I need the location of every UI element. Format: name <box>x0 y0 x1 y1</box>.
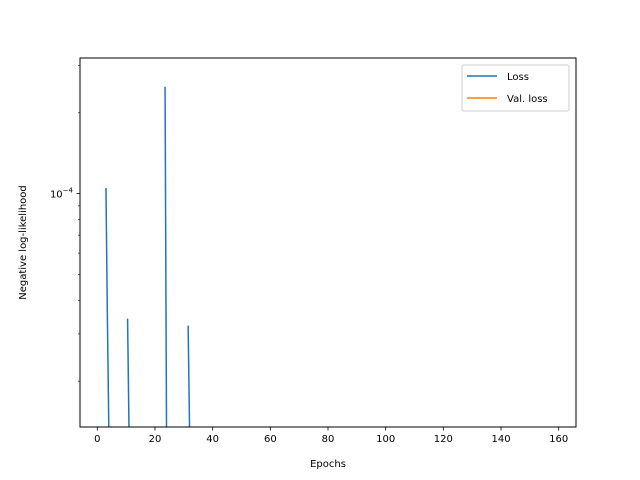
y-tick-label: 10−4 <box>50 187 74 201</box>
x-axis-label: Epochs <box>310 459 346 470</box>
x-tick-label: 140 <box>491 434 510 445</box>
legend-label-loss: Loss <box>507 72 529 83</box>
x-tick-label: 120 <box>434 434 453 445</box>
series-layer <box>105 86 191 427</box>
x-tick-label: 100 <box>376 434 395 445</box>
legend: Loss Val. loss <box>461 64 570 112</box>
x-tick-label: 160 <box>549 434 568 445</box>
y-axis: 10−4 <box>50 65 80 382</box>
x-axis: 0 20 40 60 80 100 120 140 160 <box>94 427 568 445</box>
x-tick-label: 40 <box>206 434 219 445</box>
legend-label-val-loss: Val. loss <box>507 94 548 105</box>
series-loss-line <box>187 325 191 427</box>
x-tick-label: 60 <box>264 434 277 445</box>
plot-area <box>80 58 576 427</box>
series-loss-line <box>105 187 110 427</box>
y-axis-label: Negative log-likelihood <box>18 185 29 300</box>
series-loss-line <box>126 318 130 427</box>
x-tick-label: 0 <box>94 434 100 445</box>
x-tick-label: 80 <box>322 434 335 445</box>
series-loss-line <box>164 86 168 427</box>
x-tick-label: 20 <box>149 434 162 445</box>
